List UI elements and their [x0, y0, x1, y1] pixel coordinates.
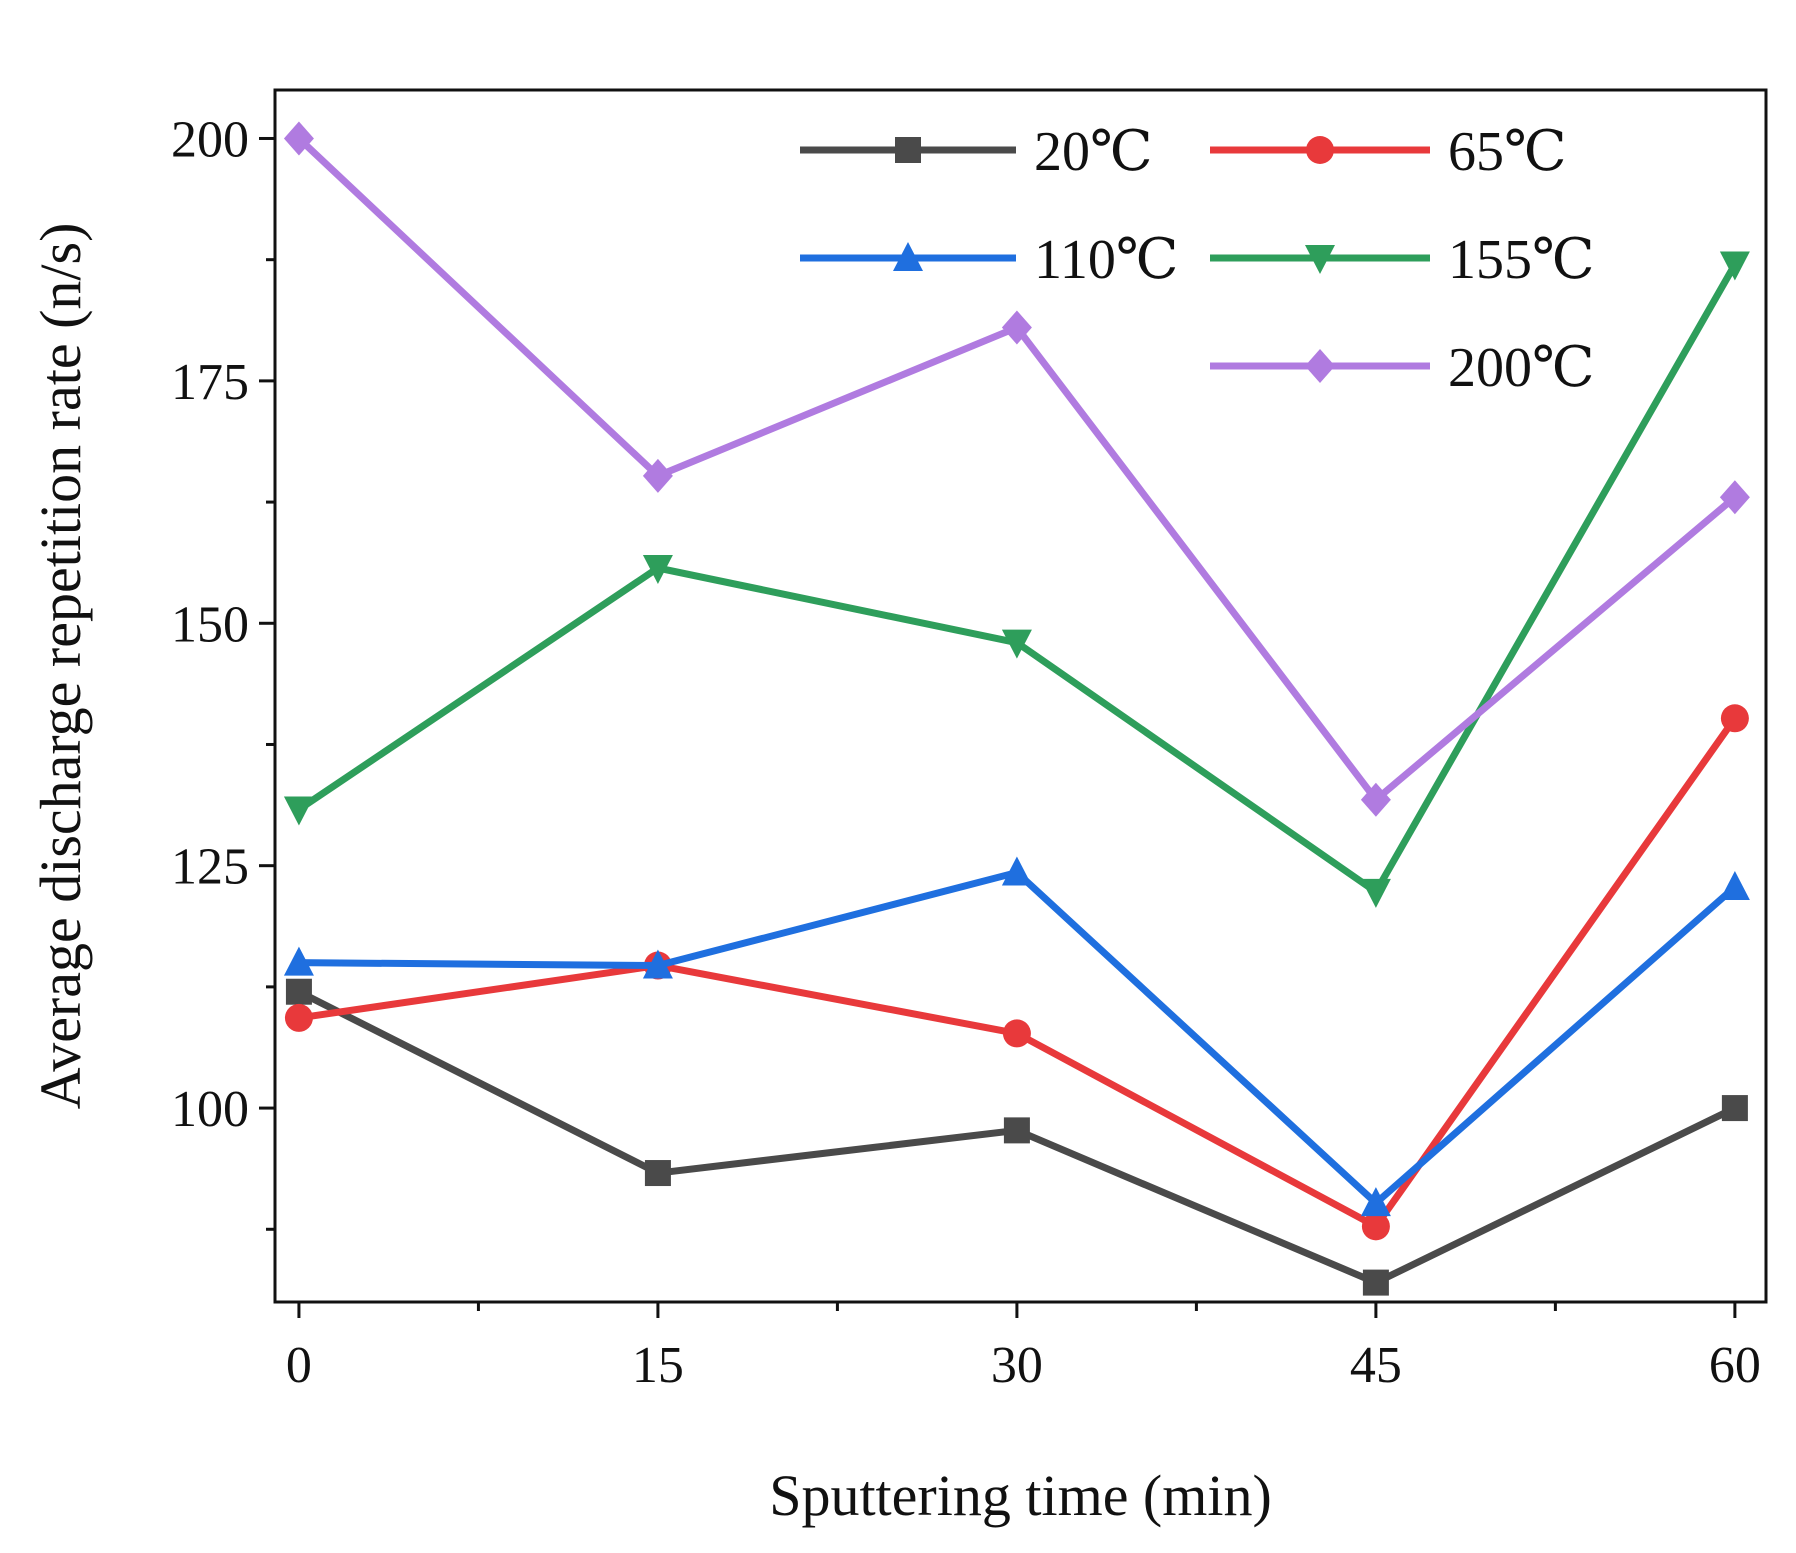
data-point	[1002, 1019, 1031, 1048]
y-tick-label: 200	[171, 111, 249, 168]
series-line	[298, 716, 1738, 1231]
legend-swatch-marker	[895, 137, 921, 163]
data-point	[1361, 1212, 1390, 1241]
data-point	[1719, 871, 1750, 901]
y-tick-label: 175	[171, 354, 249, 411]
legend-item: 65℃	[1210, 121, 1567, 183]
legend-label: 65℃	[1448, 121, 1567, 183]
data-point	[1360, 1187, 1391, 1217]
series-layer	[283, 121, 1750, 1296]
data-point	[1360, 878, 1391, 908]
data-point	[644, 1160, 671, 1187]
data-point	[1720, 704, 1749, 733]
x-tick-label: 15	[632, 1337, 684, 1394]
y-tick-label: 125	[171, 839, 249, 896]
x-tick-label: 45	[1350, 1337, 1402, 1394]
y-tick-label: 150	[171, 596, 249, 653]
legend-label: 200℃	[1448, 337, 1595, 399]
legend-swatch-marker	[893, 242, 923, 271]
data-point	[1003, 1117, 1030, 1144]
axes-layer: 0 15 30 45 60 100 125 150 175 200	[171, 88, 1768, 1394]
legend-swatch-marker	[1306, 136, 1334, 164]
x-axis-title: Sputtering time (min)	[769, 1463, 1272, 1528]
legend-label: 155℃	[1448, 229, 1595, 291]
data-point	[1001, 629, 1032, 659]
data-point	[642, 555, 673, 585]
series-155℃	[283, 251, 1750, 908]
y-axis-title: Average discharge repetition rate (n/s)	[28, 223, 93, 1110]
data-point	[285, 978, 312, 1005]
y-tick-label: 100	[171, 1081, 249, 1138]
series-200℃	[283, 121, 1750, 817]
x-tick-label: 0	[286, 1337, 312, 1394]
data-point	[284, 1003, 313, 1032]
legend-item: 155℃	[1210, 229, 1595, 291]
data-point	[1719, 251, 1750, 281]
legend: 20℃ 65℃ 110℃ 155℃ 200℃	[800, 121, 1595, 399]
legend-swatch-marker	[1305, 349, 1335, 383]
plot-frame	[273, 88, 1768, 1304]
legend-item: 200℃	[1210, 337, 1595, 399]
data-point	[642, 949, 673, 979]
data-point	[1721, 1095, 1748, 1122]
data-point	[1719, 480, 1750, 515]
data-point	[1360, 782, 1391, 817]
series-65℃	[284, 704, 1749, 1241]
data-point	[283, 796, 314, 826]
series-20℃	[285, 978, 1748, 1296]
series-110℃	[283, 856, 1750, 1217]
data-point	[1001, 310, 1032, 345]
x-tick-label: 60	[1709, 1337, 1761, 1394]
data-point	[642, 458, 673, 493]
legend-item: 110℃	[800, 229, 1179, 291]
legend-item: 20℃	[800, 121, 1153, 183]
data-point	[1001, 856, 1032, 886]
legend-swatch-marker	[1305, 245, 1335, 274]
data-point	[1362, 1269, 1389, 1296]
legend-label: 20℃	[1034, 121, 1153, 183]
data-point	[283, 121, 314, 156]
data-point	[283, 946, 314, 976]
legend-label: 110℃	[1034, 229, 1179, 291]
x-tick-label: 30	[991, 1337, 1043, 1394]
